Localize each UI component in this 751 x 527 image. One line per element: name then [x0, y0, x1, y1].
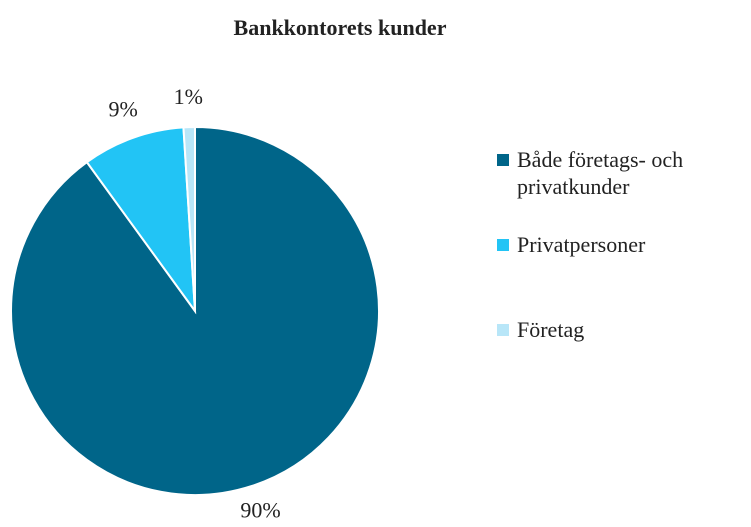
legend-swatch [497, 239, 509, 251]
pie-slice [85, 126, 197, 315]
data-label: 1% [174, 84, 203, 109]
data-label: 9% [109, 97, 138, 122]
legend-swatch [497, 154, 509, 166]
legend-item: Både företags- och privatkunder [517, 147, 684, 199]
legend-item: Företag [517, 317, 585, 342]
chart-title: Bankkontorets kunder [234, 15, 447, 40]
legend-swatch [497, 324, 509, 336]
legend-item: Privatpersoner [517, 232, 646, 257]
legend-label: Privatpersoner [517, 232, 646, 257]
pie-slice [182, 125, 196, 312]
legend-label: Företag [517, 317, 585, 342]
data-label: 90% [240, 498, 280, 523]
legend-label: Både företags- och privatkunder [517, 147, 684, 199]
